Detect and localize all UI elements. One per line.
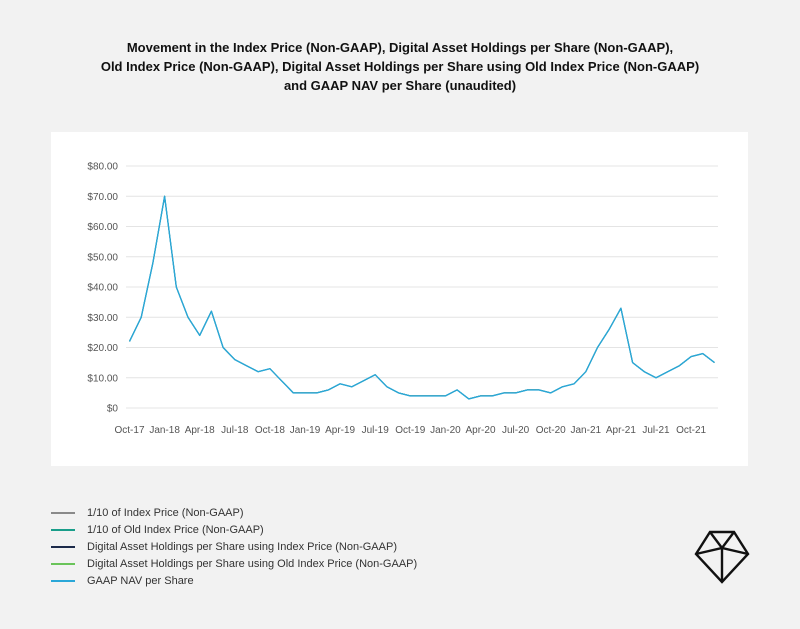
x-tick-label: Apr-19 xyxy=(325,425,355,436)
x-tick-label: Jul-19 xyxy=(362,425,390,436)
x-tick-label: Jul-20 xyxy=(502,425,530,436)
x-tick-label: Oct-17 xyxy=(115,425,145,436)
legend-item: GAAP NAV per Share xyxy=(51,572,417,589)
legend-item: Digital Asset Holdings per Share using O… xyxy=(51,555,417,572)
company-logo-icon xyxy=(694,530,750,584)
legend-swatch xyxy=(51,562,75,565)
x-tick-label: Jan-21 xyxy=(571,425,602,436)
x-tick-label: Jan-18 xyxy=(149,425,180,436)
legend: 1/10 of Index Price (Non-GAAP) 1/10 of O… xyxy=(51,504,417,589)
legend-label: 1/10 of Old Index Price (Non-GAAP) xyxy=(87,523,264,536)
legend-swatch xyxy=(51,545,75,548)
x-tick-label: Jan-20 xyxy=(430,425,461,436)
x-tick-label: Oct-18 xyxy=(255,425,285,436)
legend-label: GAAP NAV per Share xyxy=(87,574,194,587)
x-tick-label: Oct-20 xyxy=(536,425,566,436)
legend-swatch xyxy=(51,511,75,514)
x-tick-label: Jul-21 xyxy=(642,425,670,436)
x-tick-label: Apr-20 xyxy=(465,425,495,436)
y-tick-label: $40.00 xyxy=(87,283,118,294)
series-line xyxy=(128,195,715,400)
y-tick-label: $80.00 xyxy=(87,162,118,173)
chart-panel: $0 $10.00 $20.00 $30.00 $40.00 $50.00 $60.00 $7… xyxy=(51,132,748,466)
y-tick-label: $60.00 xyxy=(87,222,118,233)
line-chart: $0 $10.00 $20.00 $30.00 $40.00 $50.00 $60.00 $7… xyxy=(87,162,718,436)
legend-item: Digital Asset Holdings per Share using I… xyxy=(51,538,417,555)
legend-item: 1/10 of Old Index Price (Non-GAAP) xyxy=(51,521,417,538)
chart-title-line-1: Movement in the Index Price (Non-GAAP), … xyxy=(126,40,674,55)
legend-item: 1/10 of Index Price (Non-GAAP) xyxy=(51,504,417,521)
x-tick-label: Oct-19 xyxy=(395,425,425,436)
chart-title-line-3: and GAAP NAV per Share (unaudited) xyxy=(283,78,517,93)
x-tick-label: Apr-18 xyxy=(185,425,215,436)
x-tick-label: Jan-19 xyxy=(290,425,321,436)
x-tick-label: Oct-21 xyxy=(676,425,706,436)
y-tick-label: $50.00 xyxy=(87,252,118,263)
x-tick-label: Apr-21 xyxy=(606,425,636,436)
legend-label: 1/10 of Index Price (Non-GAAP) xyxy=(87,506,244,519)
y-tick-label: $70.00 xyxy=(87,192,118,203)
x-tick-label: Jul-18 xyxy=(221,425,249,436)
y-tick-label: $10.00 xyxy=(87,373,118,384)
chart-title-line-2: Old Index Price (Non-GAAP), Digital Asse… xyxy=(100,59,700,74)
chart-title: Movement in the Index Price (Non-GAAP), … xyxy=(40,38,760,95)
legend-swatch xyxy=(51,579,75,582)
y-tick-label: $20.00 xyxy=(87,343,118,354)
y-tick-label: $30.00 xyxy=(87,313,118,324)
legend-swatch xyxy=(51,528,75,531)
y-tick-label: $0 xyxy=(107,404,119,415)
legend-label: Digital Asset Holdings per Share using O… xyxy=(87,557,418,570)
legend-label: Digital Asset Holdings per Share using I… xyxy=(87,540,397,553)
